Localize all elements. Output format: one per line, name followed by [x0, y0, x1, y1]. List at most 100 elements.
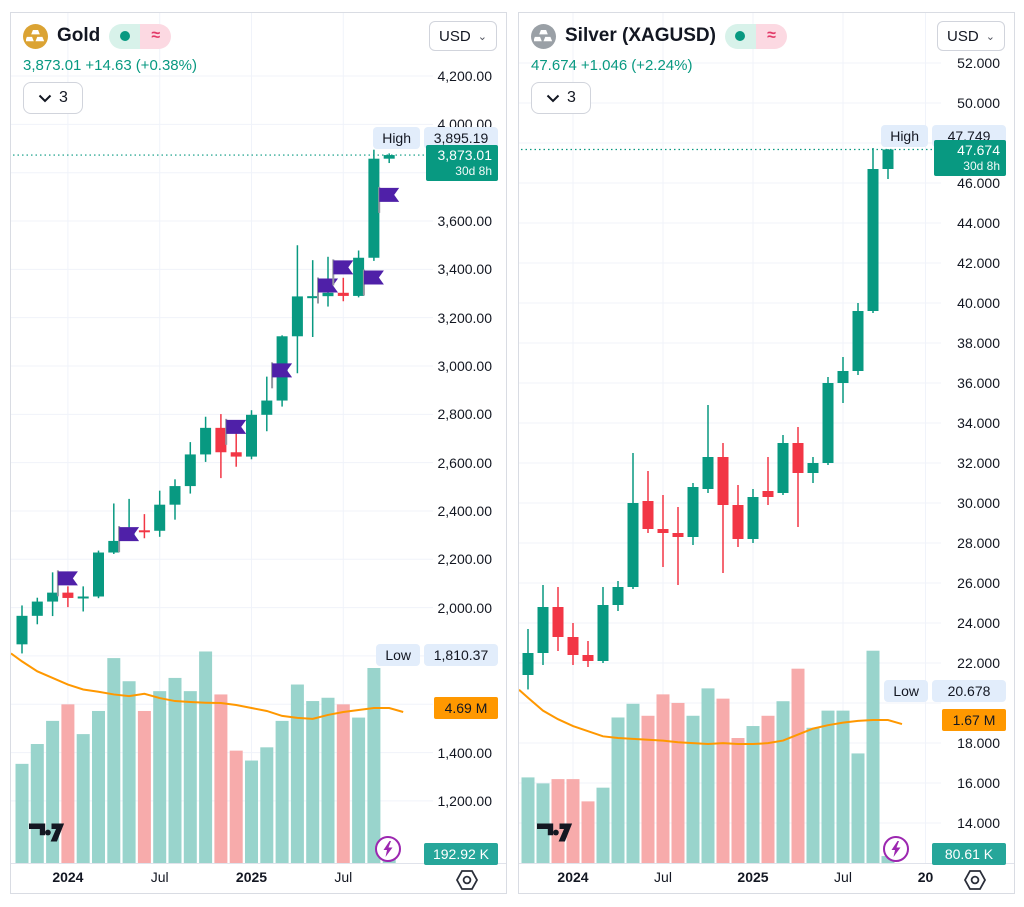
lightning-bolt-icon	[883, 836, 909, 862]
volume-ma-badge: 1.67 M	[942, 709, 1006, 732]
price-chart-canvas	[519, 13, 1006, 863]
last-price-badge: 3,873.01 30d 8h	[426, 145, 498, 182]
price-axis-label: 3,000.00	[437, 357, 493, 374]
last-price-badge-value: 3,873.01	[437, 147, 493, 164]
tradingview-logo[interactable]	[537, 823, 573, 848]
source-settings-icon[interactable]	[455, 869, 479, 896]
low-label-group: Low 1,810.37	[376, 644, 498, 667]
lightning-bolt-icon	[375, 836, 401, 862]
price-axis-label: 46.000	[957, 175, 1000, 191]
tradingview-logo-icon	[29, 823, 65, 842]
high-label: High	[881, 125, 928, 148]
price-axis-label: 28.000	[957, 535, 1000, 551]
time-axis-label: 2024	[52, 869, 84, 885]
price-axis-label: 40.000	[957, 295, 1000, 311]
price-axis-label: 24.000	[957, 615, 1000, 631]
price-axis-label: 2,400.00	[437, 502, 493, 519]
price-axis-label: 1,400.00	[437, 744, 493, 761]
volume-last-badge: 80.61 K	[932, 843, 1006, 865]
volume-bars	[15, 651, 396, 863]
price-axis-label: 26.000	[957, 575, 1000, 591]
time-axis-label: 2025	[737, 869, 769, 885]
time-axis-label: Jul	[654, 869, 672, 885]
gold-coin-icon	[26, 29, 45, 41]
price-axis-label: 34.000	[957, 415, 1000, 431]
volume-last-badge: 192.92 K	[424, 843, 498, 865]
tradingview-logo[interactable]	[29, 823, 65, 848]
instant-data-button[interactable]	[374, 835, 402, 868]
last-price-badge-value: 47.674	[957, 141, 1000, 158]
time-axis-label: 2025	[235, 869, 268, 885]
hexagon-dot-icon	[963, 870, 987, 890]
approx-indicator: ≈	[755, 23, 787, 49]
chevron-down-icon: ⌄	[985, 30, 995, 43]
hexagon-dot-icon	[455, 870, 479, 890]
price-axis-label: 36.000	[957, 375, 1000, 391]
currency-label: USD	[947, 27, 979, 45]
flag-markers	[56, 186, 400, 597]
silver-coin-icon	[531, 23, 556, 49]
low-label: Low	[884, 680, 928, 703]
candlesticks	[522, 148, 894, 690]
price-axis-label: 52.000	[957, 55, 1000, 71]
low-value: 20.678	[932, 680, 1006, 703]
price-change-pct-text: (+2.24%)	[631, 57, 693, 74]
live-dot-indicator	[109, 23, 141, 49]
quote-row: 3,873.01 +14.63 (+0.38%)	[23, 57, 201, 74]
status-indicator-pill[interactable]: ≈	[109, 23, 172, 49]
price-axis-label: 42.000	[957, 255, 1000, 271]
interval-count: 3	[567, 89, 576, 106]
price-axis-label: 3,600.00	[437, 213, 493, 230]
price-axis-label: 44.000	[957, 215, 1000, 231]
price-change-text: +1.046	[580, 57, 628, 74]
instant-data-button[interactable]	[882, 835, 910, 868]
time-axis-label: Jul	[150, 869, 169, 885]
chart-header: Silver (XAGUSD) ≈47.674 +1.046 (+2.24%) 3	[531, 21, 787, 114]
price-axis-label: 3,200.00	[437, 309, 493, 326]
high-label-group: High 3,895.19	[373, 126, 498, 149]
high-value: 3,895.19	[424, 126, 498, 149]
price-axis-label: 2,800.00	[437, 406, 493, 423]
quote-row: 47.674 +1.046 (+2.24%)	[531, 57, 787, 74]
silver-coin-icon	[534, 29, 553, 41]
symbol-title: Gold	[57, 25, 101, 46]
currency-label: USD	[439, 27, 471, 45]
approx-indicator: ≈	[140, 23, 172, 49]
chevron-down-icon	[38, 94, 52, 102]
price-axis-label: 14.000	[957, 815, 1000, 831]
gold-coin-icon	[23, 23, 48, 49]
low-label: Low	[376, 644, 420, 667]
chart-header: Gold ≈3,873.01 +14.63 (+0.38%) 3	[23, 21, 201, 114]
interval-selector-button[interactable]: 3	[531, 82, 591, 114]
price-axis-label: 2,000.00	[437, 599, 493, 616]
price-axis-label: 4,200.00	[437, 68, 493, 85]
volume-ma-line	[11, 652, 404, 720]
time-axis-label: Jul	[834, 869, 852, 885]
price-axis-label: 2,600.00	[437, 454, 493, 471]
time-axis-line	[11, 863, 506, 864]
chart-panel-silver: Silver (XAGUSD) ≈47.674 +1.046 (+2.24%) 3 USD…	[518, 12, 1015, 894]
price-change-text: +14.63	[85, 57, 132, 74]
high-label: High	[373, 126, 420, 149]
price-change-pct-text: (+0.38%)	[135, 57, 197, 74]
symbol-title: Silver (XAGUSD)	[565, 25, 716, 46]
interval-count: 3	[59, 89, 68, 106]
currency-select[interactable]: USD ⌄	[429, 21, 497, 51]
currency-select[interactable]: USD ⌄	[937, 21, 1005, 51]
chevron-down-icon	[546, 94, 560, 102]
time-axis-label: 20	[917, 869, 934, 885]
source-settings-icon[interactable]	[963, 869, 987, 896]
price-axis-label: 1,200.00	[437, 792, 493, 809]
last-price-text: 47.674	[531, 57, 577, 74]
chevron-down-icon: ⌄	[477, 30, 487, 43]
price-axis-label: 3,400.00	[437, 261, 493, 278]
price-axis-label: 18.000	[957, 735, 1000, 751]
interval-selector-button[interactable]: 3	[23, 82, 83, 114]
volume-ma-badge: 4.69 M	[434, 696, 498, 719]
last-price-badge: 47.674 30d 8h	[934, 139, 1006, 176]
time-axis-label: 2024	[557, 869, 589, 885]
status-indicator-pill[interactable]: ≈	[724, 23, 787, 49]
last-price-badge-range: 30d 8h	[963, 158, 1000, 173]
candlesticks	[16, 149, 395, 654]
